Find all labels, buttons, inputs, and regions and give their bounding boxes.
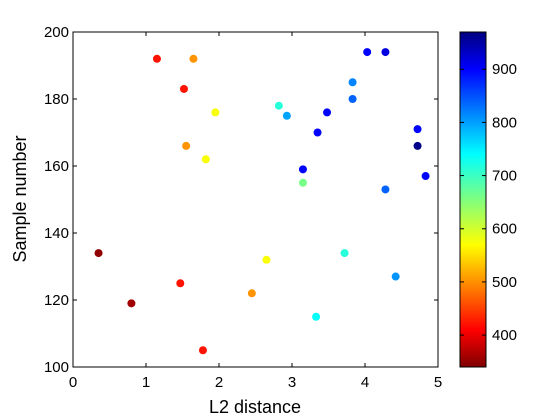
y-tick-label: 120 <box>44 292 69 309</box>
x-axis: 0 1 2 3 4 5 <box>69 32 442 391</box>
colorbar-tick-label: 400 <box>492 327 517 344</box>
data-point <box>348 95 357 103</box>
x-tick-label: 4 <box>361 374 369 391</box>
colorbar-tick-label: 600 <box>492 221 517 238</box>
y-tick-label: 200 <box>44 24 69 41</box>
colorbar <box>459 31 487 368</box>
data-point <box>391 272 400 281</box>
data-point <box>381 48 390 57</box>
data-point <box>363 48 372 57</box>
y-tick-label: 160 <box>44 158 69 175</box>
data-point <box>201 155 210 164</box>
y-tick-label: 140 <box>44 225 69 242</box>
data-point <box>198 346 207 355</box>
data-point <box>298 165 307 174</box>
data-point <box>413 141 422 150</box>
colorbar-tick-label: 800 <box>492 114 517 131</box>
y-tick-label: 100 <box>44 359 69 376</box>
data-point <box>298 178 307 187</box>
data-point <box>313 128 322 137</box>
colorbar-tick-label: 500 <box>492 274 517 291</box>
data-point <box>179 84 188 93</box>
points-layer <box>94 48 430 355</box>
colorbar-tick-label: 900 <box>492 61 517 78</box>
x-tick-label: 0 <box>69 374 77 391</box>
data-point <box>247 289 256 298</box>
data-point <box>127 299 136 308</box>
data-point <box>312 312 321 321</box>
x-tick-label: 1 <box>142 374 150 391</box>
y-axis: 100 120 140 160 180 200 <box>44 24 438 376</box>
colorbar-tick-label: 700 <box>492 168 517 185</box>
data-point <box>189 54 198 63</box>
data-point <box>211 108 220 117</box>
data-point <box>152 54 161 63</box>
data-point <box>340 249 349 258</box>
data-point <box>348 78 357 87</box>
colorbar-ticks: 400 500 600 700 800 900 <box>460 61 517 344</box>
x-tick-label: 2 <box>215 374 223 391</box>
data-point <box>381 185 390 194</box>
data-point <box>94 249 103 258</box>
x-axis-label: L2 distance <box>209 397 301 417</box>
y-tick-label: 180 <box>44 91 69 108</box>
data-point <box>282 111 291 120</box>
data-point <box>176 279 185 288</box>
plot-area <box>72 31 439 368</box>
data-point <box>182 141 191 150</box>
y-axis-label: Sample number <box>10 135 30 262</box>
data-point <box>421 172 430 181</box>
data-point <box>413 125 422 134</box>
data-point <box>323 108 332 117</box>
x-tick-label: 3 <box>288 374 296 391</box>
data-point <box>262 255 271 264</box>
data-point <box>274 101 283 110</box>
x-tick-label: 5 <box>434 374 442 391</box>
